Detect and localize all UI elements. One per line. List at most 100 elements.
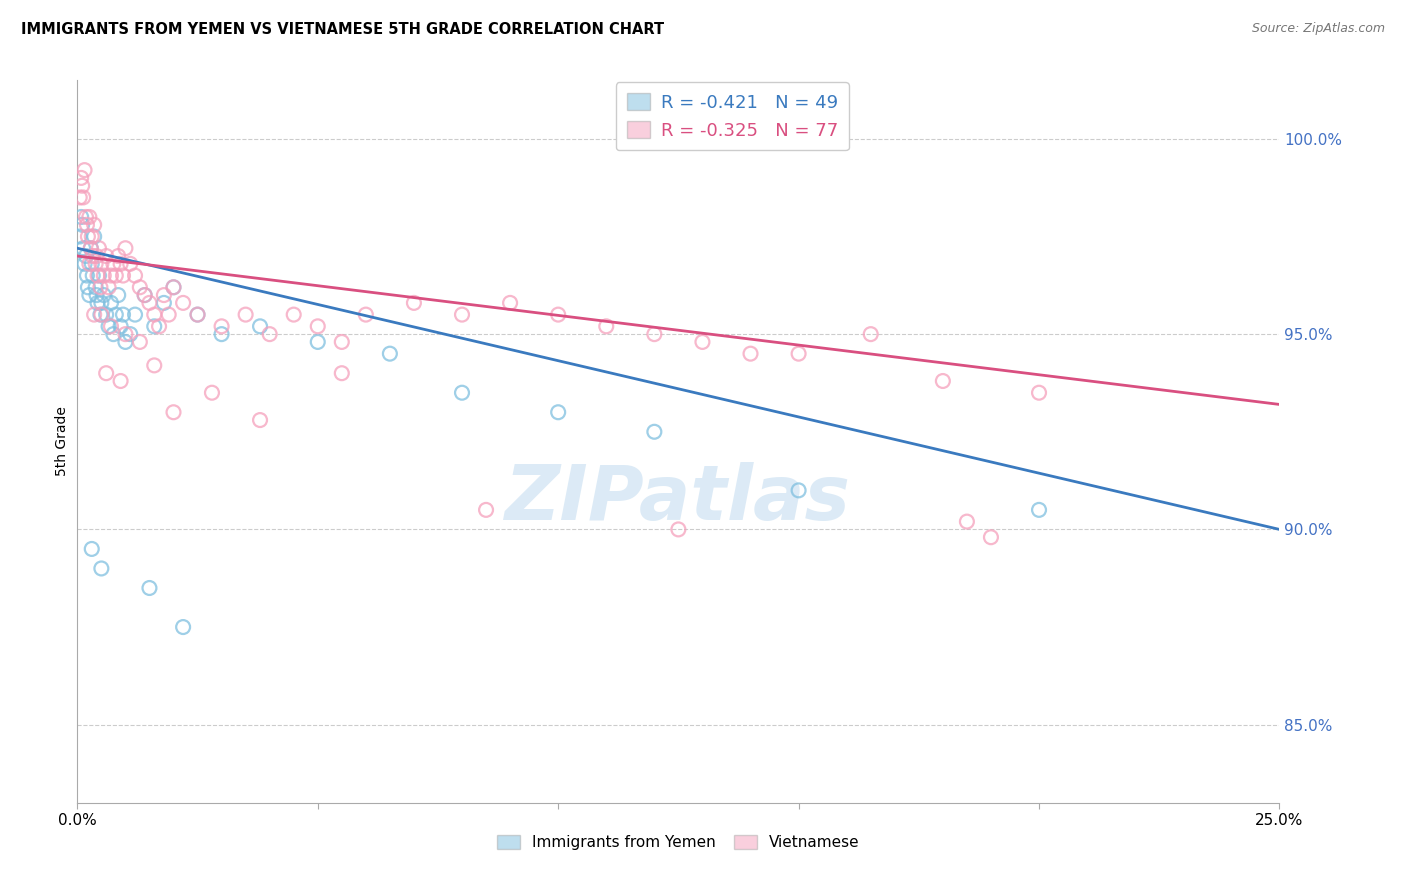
Point [138, 581, 160, 595]
Point [100, 319, 122, 334]
Point [143, 308, 166, 322]
Point [956, 515, 979, 529]
Point [111, 268, 134, 283]
Point [77, 229, 100, 244]
Point [451, 385, 474, 400]
Text: ZIPatlas: ZIPatlas [505, 462, 852, 536]
Point [86, 249, 108, 263]
Point [97, 280, 120, 294]
Point [186, 308, 209, 322]
Point [76, 268, 98, 283]
Point [1028, 503, 1050, 517]
Point [124, 268, 146, 283]
Point [84, 280, 107, 294]
Point [186, 308, 209, 322]
Point [547, 308, 569, 322]
Point [89, 308, 111, 322]
Point [211, 319, 233, 334]
Point [100, 296, 122, 310]
Point [402, 296, 425, 310]
Point [83, 229, 105, 244]
Point [162, 405, 184, 419]
Point [97, 319, 120, 334]
Point [124, 308, 146, 322]
Point [307, 319, 329, 334]
Point [90, 308, 112, 322]
Point [162, 280, 184, 294]
Point [82, 249, 104, 263]
Point [153, 288, 176, 302]
Point [201, 385, 224, 400]
Point [692, 334, 714, 349]
Point [787, 483, 810, 498]
Point [104, 268, 127, 283]
Point [87, 268, 110, 283]
Point [128, 280, 150, 294]
Point [103, 327, 125, 342]
Point [1028, 385, 1050, 400]
Point [107, 249, 129, 263]
Point [100, 268, 122, 283]
Point [114, 327, 136, 342]
Point [110, 319, 132, 334]
Point [114, 241, 136, 255]
Point [80, 229, 103, 244]
Point [82, 268, 104, 283]
Point [143, 319, 166, 334]
Point [80, 541, 103, 556]
Point [72, 190, 94, 204]
Point [859, 327, 882, 342]
Point [73, 257, 96, 271]
Point [90, 561, 112, 575]
Point [120, 327, 142, 342]
Point [138, 296, 160, 310]
Point [70, 218, 93, 232]
Point [153, 296, 176, 310]
Point [77, 280, 100, 294]
Point [96, 366, 118, 380]
Point [86, 296, 108, 310]
Point [79, 210, 101, 224]
Point [111, 308, 134, 322]
Point [76, 218, 98, 232]
Point [79, 288, 101, 302]
Point [86, 288, 108, 302]
Point [172, 296, 194, 310]
Point [80, 241, 103, 255]
Point [96, 249, 118, 263]
Point [93, 268, 115, 283]
Point [157, 308, 180, 322]
Point [70, 170, 93, 185]
Point [73, 163, 96, 178]
Point [172, 620, 194, 634]
Point [668, 523, 690, 537]
Point [79, 257, 101, 271]
Point [83, 308, 105, 322]
Point [87, 241, 110, 255]
Point [740, 346, 762, 360]
Point [143, 359, 166, 373]
Point [75, 249, 97, 263]
Point [90, 257, 112, 271]
Text: Source: ZipAtlas.com: Source: ZipAtlas.com [1251, 22, 1385, 36]
Point [134, 288, 156, 302]
Point [475, 503, 498, 517]
Point [70, 210, 93, 224]
Point [89, 280, 111, 294]
Y-axis label: 5th Grade: 5th Grade [55, 407, 69, 476]
Point [83, 218, 105, 232]
Point [75, 210, 97, 224]
Point [643, 327, 665, 342]
Point [84, 257, 107, 271]
Point [80, 241, 103, 255]
Point [103, 257, 125, 271]
Point [107, 288, 129, 302]
Point [80, 257, 103, 271]
Point [162, 280, 184, 294]
Point [148, 319, 170, 334]
Point [235, 308, 257, 322]
Point [86, 268, 108, 283]
Legend: Immigrants from Yemen, Vietnamese: Immigrants from Yemen, Vietnamese [491, 830, 866, 856]
Point [259, 327, 281, 342]
Point [69, 190, 91, 204]
